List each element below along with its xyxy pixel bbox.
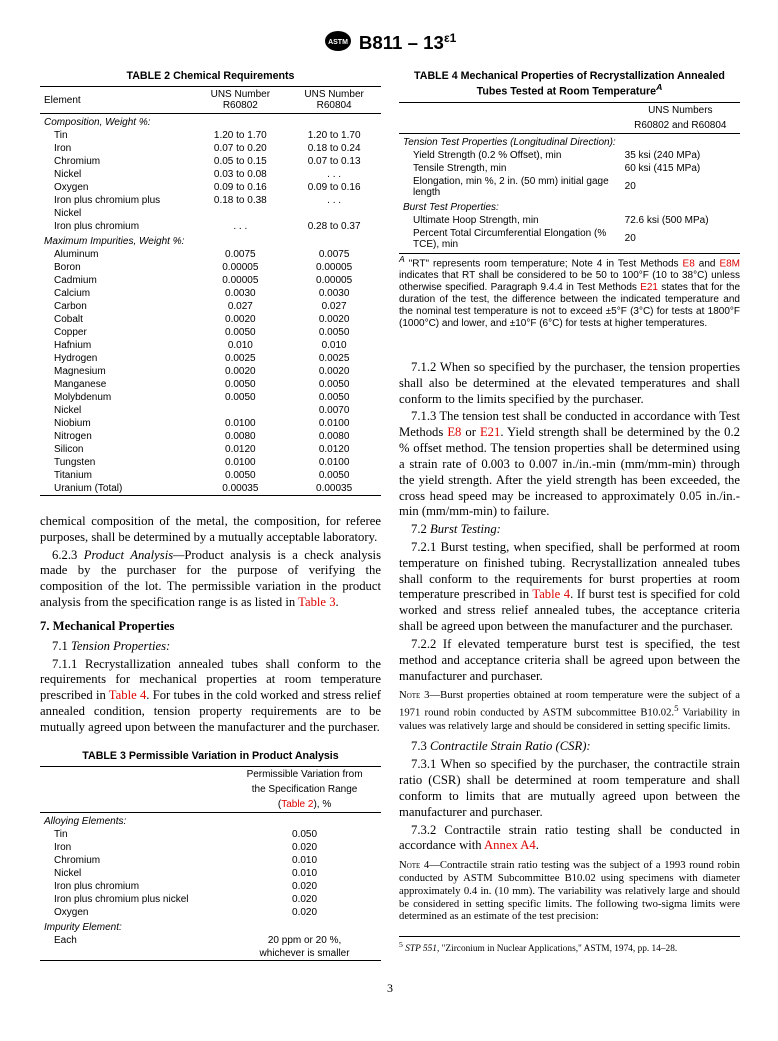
table-row: Niobium0.01000.0100: [40, 417, 381, 430]
table-row: Iron plus chromium plus nickel0.020: [40, 893, 381, 906]
table2-section-impurities: Maximum Impurities, Weight %:: [40, 233, 381, 248]
table3-title: TABLE 3 Permissible Variation in Product…: [40, 750, 381, 762]
table2-col-element: Element: [40, 87, 193, 114]
table-row: Yield Strength (0.2 % Offset), min35 ksi…: [399, 149, 740, 162]
table-row: Molybdenum0.00500.0050: [40, 391, 381, 404]
table3-col2b: the Specification Range: [228, 782, 381, 797]
table-row: Chromium0.010: [40, 854, 381, 867]
table4: UNS Numbers R60802 and R60804 Tension Te…: [399, 102, 740, 251]
table-row: Tin0.050: [40, 828, 381, 841]
note-3: Note 3—Burst properties obtained at room…: [399, 690, 740, 733]
table-row: Nickel: [40, 207, 381, 220]
para-722: 7.2.2 If elevated temperature burst test…: [399, 637, 740, 684]
right-column: TABLE 4 Mechanical Properties of Recryst…: [399, 66, 740, 961]
table-row: Iron0.020: [40, 841, 381, 854]
ref-annex-a4: Annex A4: [484, 838, 536, 852]
para-721: 7.2.1 Burst testing, when specified, sha…: [399, 540, 740, 635]
table-row: Aluminum0.00750.0075: [40, 248, 381, 261]
ref-e21-b: E21: [480, 425, 500, 439]
table3-col2c: (Table 2), %: [228, 797, 381, 813]
para-623: 6.2.3 Product Analysis—Product analysis …: [40, 548, 381, 611]
table-row: Cadmium0.000050.00005: [40, 274, 381, 287]
table-row: Percent Total Circumferential Elongation…: [399, 227, 740, 251]
table-row: Tin1.20 to 1.701.20 to 1.70: [40, 129, 381, 142]
table4-section-burst: Burst Test Properties:: [399, 199, 740, 214]
page-number: 3: [40, 981, 740, 996]
table-row: Boron0.000050.00005: [40, 261, 381, 274]
table2-col-r60804: UNS Number R60804: [287, 87, 381, 114]
note-4: Note 4—Contractile strain ratio testing …: [399, 860, 740, 924]
table-row: Each20 ppm or 20 %,: [40, 934, 381, 947]
table-row: Oxygen0.09 to 0.160.09 to 0.16: [40, 181, 381, 194]
table-row: Chromium0.05 to 0.150.07 to 0.13: [40, 155, 381, 168]
table-row: Nitrogen0.00800.0080: [40, 430, 381, 443]
table-row: Ultimate Hoop Strength, min72.6 ksi (500…: [399, 214, 740, 227]
table4-col2b: R60802 and R60804: [621, 118, 740, 134]
table-row: Uranium (Total)0.000350.00035: [40, 482, 381, 496]
table-row: Iron plus chromium plus0.18 to 0.38. . .: [40, 194, 381, 207]
ref-table4-a: Table 4: [109, 688, 147, 702]
table4-section-tension: Tension Test Properties (Longitudinal Di…: [399, 133, 740, 149]
table-row: Calcium0.00300.0030: [40, 287, 381, 300]
footnote-5: 5 STP 551, "Zirconium in Nuclear Applica…: [399, 936, 740, 954]
table-row: Cobalt0.00200.0020: [40, 313, 381, 326]
ref-e21: E21: [640, 282, 658, 293]
table3-section-impurity: Impurity Element:: [40, 919, 381, 934]
para-712: 7.1.2 When so specified by the purchaser…: [399, 360, 740, 407]
table2-section-composition: Composition, Weight %:: [40, 114, 381, 130]
table-row: Tensile Strength, min60 ksi (415 MPa): [399, 162, 740, 175]
table4-title: TABLE 4 Mechanical Properties of Recryst…: [399, 70, 740, 98]
table-row: Tungsten0.01000.0100: [40, 456, 381, 469]
table4-col2a: UNS Numbers: [621, 102, 740, 118]
ref-table4-b: Table 4: [532, 587, 570, 601]
para-6-continued: chemical composition of the metal, the c…: [40, 514, 381, 546]
table-row: Titanium0.00500.0050: [40, 469, 381, 482]
ref-e8m: E8M: [719, 258, 740, 269]
para-711: 7.1.1 Recrystallization annealed tubes s…: [40, 657, 381, 736]
table4-footnote: A "RT" represents room temperature; Note…: [399, 254, 740, 330]
astm-logo: ASTM: [324, 30, 352, 56]
table3: Permissible Variation from the Specifica…: [40, 766, 381, 961]
ref-table3: Table 3: [298, 595, 335, 609]
table-row: Elongation, min %, 2 in. (50 mm) initial…: [399, 175, 740, 199]
table-row: Nickel0.010: [40, 867, 381, 880]
table-row: Manganese0.00500.0050: [40, 378, 381, 391]
ref-e8: E8: [683, 258, 695, 269]
table-row: Nickel0.0070: [40, 404, 381, 417]
page-header: ASTM B811 – 13ε1: [40, 30, 740, 56]
para-731: 7.3.1 When so specified by the purchaser…: [399, 757, 740, 820]
table-row: Silicon0.01200.0120: [40, 443, 381, 456]
table-row: Iron0.07 to 0.200.18 to 0.24: [40, 142, 381, 155]
table2-title: TABLE 2 Chemical Requirements: [40, 70, 381, 82]
table2-col-r60802: UNS Number R60802: [193, 87, 287, 114]
left-column: TABLE 2 Chemical Requirements ElementUNS…: [40, 66, 381, 961]
svg-text:ASTM: ASTM: [328, 39, 348, 46]
ref-e8-b: E8: [447, 425, 461, 439]
heading-72: 7.2 Burst Testing:: [399, 522, 740, 538]
para-732: 7.3.2 Contractile strain ratio testing s…: [399, 823, 740, 855]
table-row: Iron plus chromium0.020: [40, 880, 381, 893]
table3-col2a: Permissible Variation from: [228, 766, 381, 782]
heading-7: 7. Mechanical Properties: [40, 619, 381, 635]
designation-title: B811 – 13ε1: [359, 31, 456, 54]
table-row: Nickel0.03 to 0.08. . .: [40, 168, 381, 181]
table-row: Carbon0.0270.027: [40, 300, 381, 313]
table2: ElementUNS Number R60802UNS Number R6080…: [40, 86, 381, 496]
heading-71: 7.1 Tension Properties:: [40, 639, 381, 655]
table-row: Magnesium0.00200.0020: [40, 365, 381, 378]
para-713: 7.1.3 The tension test shall be conducte…: [399, 409, 740, 520]
table3-section-alloy: Alloying Elements:: [40, 812, 381, 828]
table-row: whichever is smaller: [40, 947, 381, 961]
table-row: Hydrogen0.00250.0025: [40, 352, 381, 365]
table-row: Iron plus chromium. . .0.28 to 0.37: [40, 220, 381, 233]
table-row: Oxygen0.020: [40, 906, 381, 919]
table-row: Copper0.00500.0050: [40, 326, 381, 339]
heading-73: 7.3 Contractile Strain Ratio (CSR):: [399, 739, 740, 755]
table-row: Hafnium0.0100.010: [40, 339, 381, 352]
